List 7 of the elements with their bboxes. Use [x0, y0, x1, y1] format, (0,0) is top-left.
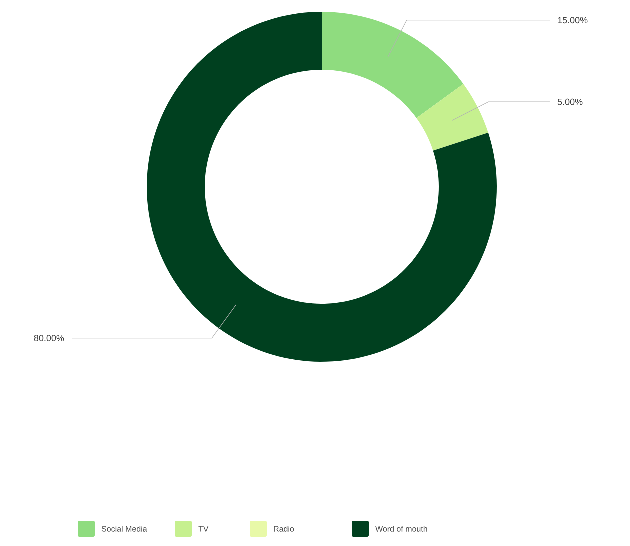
data-label: 80.00%	[34, 335, 64, 342]
data-label: 5.00%	[558, 98, 583, 106]
legend-label: Word of mouth	[376, 526, 428, 532]
legend-label: Radio	[274, 526, 294, 532]
legend-label: Social Media	[102, 526, 148, 532]
legend-label: TV	[198, 526, 209, 532]
data-label: 15.00%	[558, 17, 588, 24]
